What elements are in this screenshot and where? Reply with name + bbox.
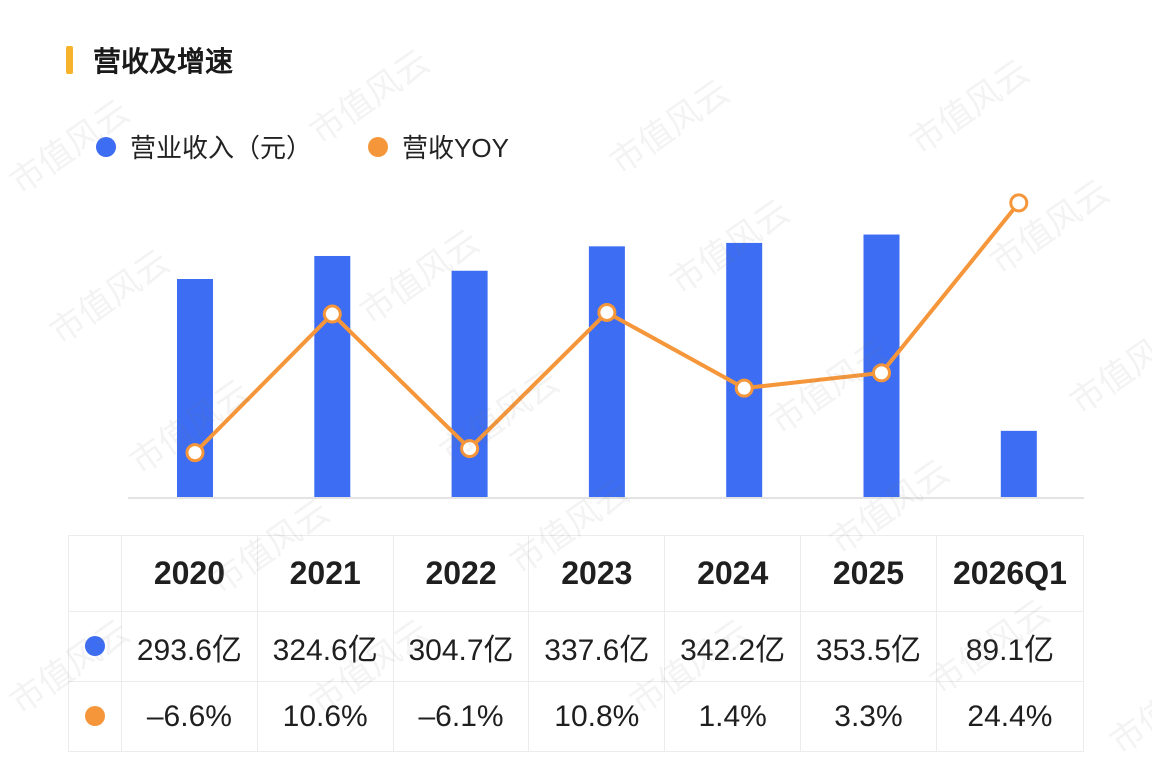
table-header-cell: 2022 <box>392 535 530 612</box>
table-marker-revenue <box>68 611 122 682</box>
table-marker-yoy <box>68 681 122 752</box>
table-cell: 353.5亿 <box>800 611 937 682</box>
table-cell: 10.8% <box>528 681 666 752</box>
table-header-cell: 2020 <box>121 535 258 612</box>
row-dot-yoy <box>85 705 105 726</box>
row-dot-revenue <box>85 635 105 656</box>
bar-revenue <box>177 279 213 497</box>
bar-revenue <box>588 246 625 497</box>
table-cell: 89.1亿 <box>935 611 1085 682</box>
point-yoy <box>872 363 891 383</box>
chart-title-group: 营收及增速 <box>66 42 233 78</box>
table-row-yoy: –6.6% 10.6% –6.1% 10.8% 1.4% 3.3% 24.4% <box>68 681 1085 752</box>
legend-dot-yoy <box>368 136 389 157</box>
bar-revenue <box>726 242 763 497</box>
table-header-cell: 2024 <box>664 535 802 612</box>
data-table: 2020 2021 2022 2023 2024 2025 2026Q1 293… <box>68 535 1085 752</box>
title-accent-bar <box>66 46 73 74</box>
watermark-text: 市值风云 <box>1103 652 1152 762</box>
table-header-row: 2020 2021 2022 2023 2024 2025 2026Q1 <box>68 535 1085 612</box>
table-cell: 1.4% <box>664 681 802 752</box>
legend-dot-revenue <box>96 136 116 157</box>
table-header-cell: 2023 <box>528 535 666 612</box>
table-header-cell: 2021 <box>256 535 394 612</box>
legend: 营业收入（元） 营收YOY <box>96 128 565 165</box>
table-cell: 293.6亿 <box>121 611 258 682</box>
point-yoy <box>185 443 205 463</box>
point-yoy <box>460 439 480 459</box>
table-cell: 24.4% <box>935 681 1085 752</box>
point-yoy <box>597 302 617 322</box>
bar-revenue <box>314 255 351 497</box>
legend-item-yoy: 营收YOY <box>368 128 509 165</box>
table-corner-cell <box>68 535 122 612</box>
legend-label-revenue: 营业收入（元） <box>130 133 313 163</box>
table-cell: 337.6亿 <box>528 611 666 682</box>
point-yoy <box>1009 193 1029 213</box>
table-header-cell: 2026Q1 <box>935 535 1085 612</box>
table-cell: 3.3% <box>800 681 937 752</box>
point-yoy <box>734 378 754 398</box>
table-cell: –6.6% <box>121 681 258 752</box>
table-cell: 304.7亿 <box>392 611 530 682</box>
chart-plot <box>128 193 1084 499</box>
table-cell: 342.2亿 <box>664 611 802 682</box>
table-cell: 10.6% <box>256 681 394 752</box>
point-yoy <box>322 304 342 324</box>
table-cell: –6.1% <box>392 681 530 752</box>
table-row-revenue: 293.6亿 324.6亿 304.7亿 337.6亿 342.2亿 353.5… <box>68 611 1085 682</box>
bar-revenue <box>1000 430 1037 497</box>
table-header-cell: 2025 <box>800 535 937 612</box>
legend-label-yoy: 营收YOY <box>402 133 509 163</box>
chart-title: 营收及增速 <box>93 46 234 77</box>
bar-revenue <box>451 270 488 497</box>
legend-item-revenue: 营业收入（元） <box>96 128 312 165</box>
table-cell: 324.6亿 <box>256 611 394 682</box>
